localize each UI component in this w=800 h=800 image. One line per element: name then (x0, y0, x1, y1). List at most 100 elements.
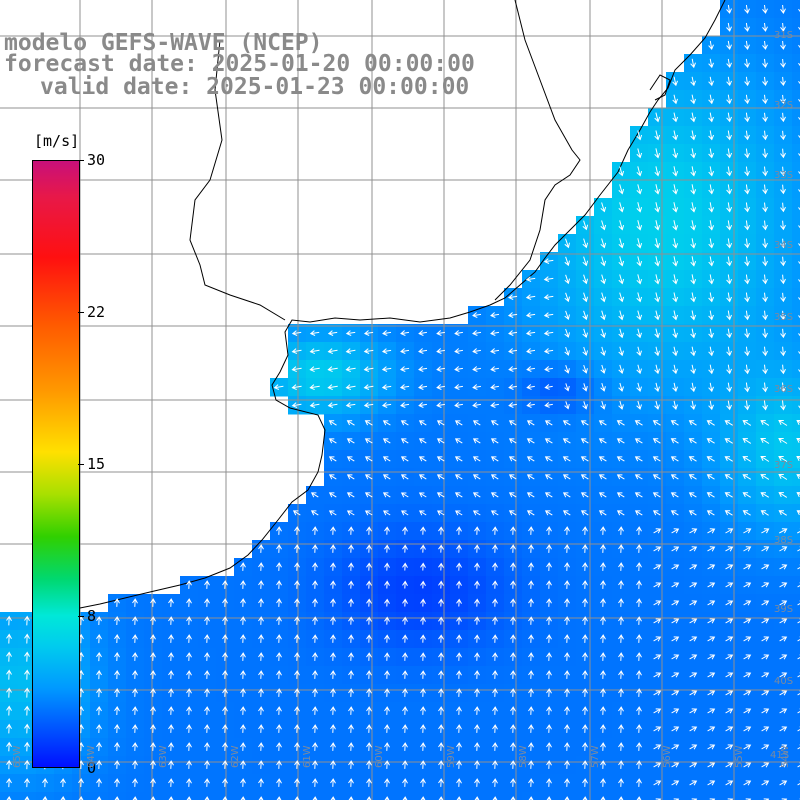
wind-arrow (114, 670, 120, 680)
wind-arrow (670, 510, 679, 516)
wind-arrow (690, 220, 697, 231)
wind-arrow (618, 688, 624, 697)
wind-arrow (508, 474, 517, 480)
wind-arrow (240, 580, 246, 589)
wind-arrow (618, 274, 625, 285)
wind-arrow (384, 526, 390, 535)
wind-arrow (96, 724, 102, 734)
wind-arrow (258, 742, 264, 751)
wind-arrow (528, 760, 534, 769)
wind-arrow (401, 510, 409, 516)
wind-arrow (600, 670, 606, 679)
wind-arrow (798, 279, 800, 283)
wind-arrow (114, 706, 120, 716)
wind-arrow (525, 312, 536, 318)
wind-arrow (634, 474, 643, 480)
wind-arrow (636, 634, 642, 643)
wind-arrow (310, 510, 319, 516)
wind-arrow (618, 670, 624, 679)
lat-label: 41S (770, 750, 790, 761)
wind-arrow (690, 58, 696, 69)
wind-arrow (582, 220, 589, 231)
wind-arrow (363, 348, 374, 354)
wind-arrow (508, 492, 517, 498)
wind-arrow (438, 580, 444, 589)
wind-arrow (381, 348, 392, 354)
wind-arrow (402, 724, 408, 733)
wind-arrow (742, 492, 751, 498)
wind-arrow (654, 130, 661, 141)
wind-arrow (636, 328, 642, 339)
wind-arrow (762, 4, 768, 14)
colorbar-tick-label: 0 (87, 759, 97, 777)
wind-arrow (402, 580, 408, 589)
wind-speed-cell (792, 630, 800, 649)
wind-arrow (618, 526, 624, 535)
wind-arrow (653, 780, 662, 786)
wind-arrow (381, 366, 392, 372)
wind-arrow (780, 328, 786, 339)
wind-arrow (346, 510, 355, 516)
wind-speed-cell (216, 792, 235, 800)
wind-arrow (382, 330, 392, 336)
wind-arrow (492, 724, 498, 733)
wind-arrow (510, 760, 516, 769)
wind-arrow (744, 4, 750, 14)
wind-arrow (436, 492, 445, 498)
colorbar (32, 160, 80, 768)
wind-arrow (330, 580, 336, 589)
wind-speed-cell (738, 792, 757, 800)
wind-arrow (345, 366, 356, 373)
wind-arrow (562, 420, 571, 426)
wind-arrow (653, 762, 662, 768)
wind-arrow (276, 706, 282, 715)
wind-arrow (689, 708, 698, 714)
wind-speed-cell (792, 198, 800, 217)
wind-arrow (490, 312, 500, 318)
wind-arrow (707, 744, 716, 750)
wind-arrow (330, 634, 336, 643)
wind-arrow (543, 258, 554, 264)
wind-arrow (150, 652, 156, 661)
wind-arrow (438, 742, 444, 751)
wind-arrow (312, 670, 318, 679)
wind-arrow (762, 220, 768, 231)
wind-arrow (618, 256, 625, 267)
wind-arrow (402, 598, 408, 607)
wind-arrow (456, 580, 462, 589)
wind-arrow (363, 384, 374, 390)
wind-arrow (366, 634, 372, 643)
wind-arrow (456, 760, 462, 769)
wind-arrow (525, 330, 536, 336)
wind-arrow (546, 670, 552, 679)
wind-arrow (671, 582, 680, 588)
wind-arrow (742, 438, 752, 444)
wind-speed-cell (792, 18, 800, 37)
wind-arrow (600, 346, 606, 356)
lat-label: 37S (774, 460, 794, 471)
wind-arrow (543, 330, 554, 336)
wind-arrow (294, 544, 300, 553)
wind-arrow (330, 652, 336, 661)
wind-arrow (472, 348, 481, 354)
wind-arrow (707, 708, 716, 714)
wind-arrow (654, 400, 660, 410)
wind-arrow (402, 688, 408, 697)
wind-arrow (546, 616, 552, 625)
wind-arrow (761, 528, 770, 534)
wind-arrow (345, 330, 356, 336)
colorbar-tick-label: 22 (87, 303, 106, 321)
wind-arrow (294, 706, 300, 715)
wind-arrow (690, 130, 697, 141)
wind-arrow (654, 328, 660, 339)
wind-speed-cell (630, 792, 649, 800)
wind-arrow (742, 420, 752, 426)
wind-arrow (724, 456, 733, 462)
wind-arrow (544, 456, 553, 462)
wind-arrow (654, 346, 660, 357)
wind-arrow (346, 420, 355, 426)
wind-arrow (708, 310, 714, 321)
wind-arrow (436, 474, 445, 480)
wind-arrow (418, 474, 427, 480)
wind-arrow (654, 184, 661, 195)
